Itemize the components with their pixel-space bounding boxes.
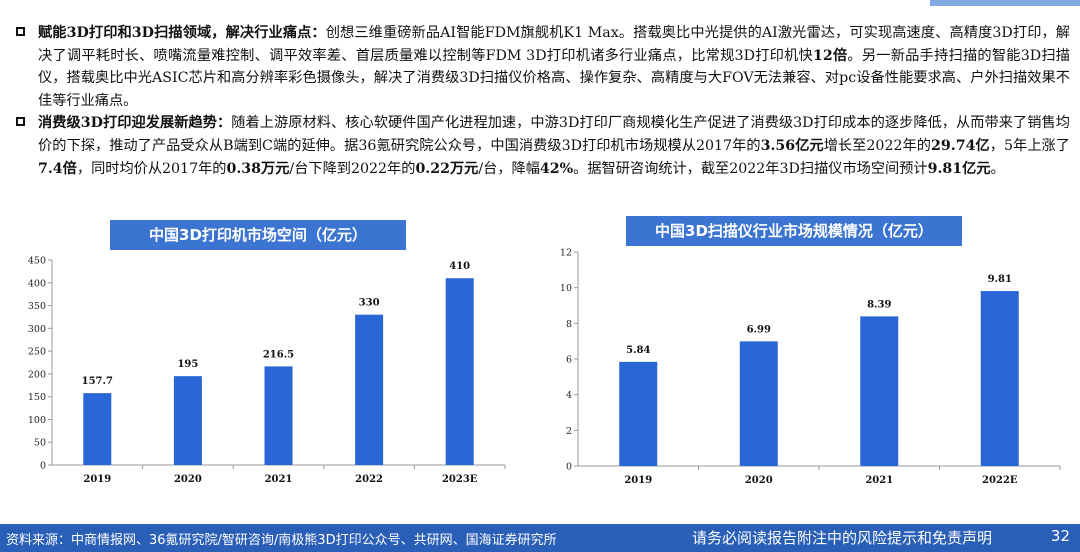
bar — [173, 376, 202, 465]
bold-text-run: 12倍 — [812, 47, 848, 64]
y-tick-label: 300 — [28, 324, 46, 335]
y-tick-label: 400 — [28, 278, 46, 289]
y-tick-label: 6 — [566, 355, 572, 366]
y-tick-label: 50 — [34, 438, 46, 449]
y-tick-label: 150 — [28, 392, 46, 403]
y-tick-label: 100 — [28, 415, 46, 426]
x-tick-label: 2019 — [624, 475, 652, 486]
text-run: ，5年上涨了 — [989, 137, 1070, 154]
x-tick-label: 2022 — [355, 474, 383, 485]
bar — [619, 361, 658, 466]
page-number: 32 — [1050, 527, 1070, 545]
bold-text-run: 42% — [539, 160, 574, 177]
chart-1-title: 中国3D打印机市场空间（亿元） — [110, 220, 406, 250]
chart-2-title: 中国3D扫描仪行业市场规模情况（亿元） — [626, 216, 962, 246]
bold-text-run: 赋能3D打印和3D扫描领域，解决行业痛点： — [38, 25, 326, 41]
y-tick-label: 8 — [566, 319, 572, 330]
footer-source: 资料来源：中商情报网、36氪研究院/智研咨询/南极熊3D打印公众号、共研网、国海… — [6, 533, 557, 548]
paragraph-1: 赋能3D打印和3D扫描领域，解决行业痛点：创想三维重磅新品AI智能FDM旗舰机K… — [14, 22, 1070, 112]
bullet-list: 赋能3D打印和3D扫描领域，解决行业痛点：创想三维重磅新品AI智能FDM旗舰机K… — [14, 22, 1070, 180]
bar — [264, 366, 293, 465]
y-tick-label: 12 — [560, 248, 572, 259]
top-accent-bar — [930, 0, 1080, 6]
x-tick-label: 2022E — [982, 475, 1018, 486]
bar-value-label: 5.84 — [626, 345, 650, 356]
x-tick-label: 2023E — [442, 474, 478, 485]
bold-text-run: 消费级3D打印迎发展新趋势： — [38, 115, 232, 132]
text-run: 增长至2022年的 — [823, 137, 932, 154]
bar — [860, 316, 899, 466]
bar — [355, 314, 384, 465]
top-strip — [0, 0, 1080, 6]
y-tick-label: 450 — [28, 256, 46, 267]
x-tick-label: 2021 — [865, 475, 893, 486]
bar-value-label: 216.5 — [263, 349, 294, 360]
y-tick-label: 200 — [28, 369, 46, 380]
bold-text-run: 9.81亿元 — [927, 160, 991, 177]
bold-text-run: 7.4倍 — [38, 160, 77, 177]
bold-text-run: 29.74亿 — [931, 137, 990, 154]
text-run: ，同时均价从2017年的 — [76, 160, 227, 177]
bar-value-label: 330 — [359, 298, 380, 309]
y-tick-label: 0 — [566, 462, 572, 473]
footer-disclaimer: 请务必阅读报告附注中的风险提示和免责声明 — [692, 529, 993, 547]
bar-value-label: 8.39 — [867, 299, 891, 310]
y-tick-label: 250 — [28, 347, 46, 358]
text-run: 随着上游原材料、核心软硬件国产化进程加速，中游3D打印厂商规模化生产促进了消费级… — [38, 115, 1070, 154]
text-run: /台，降幅 — [478, 160, 540, 177]
y-tick-label: 2 — [566, 426, 572, 437]
checkbox-bullet-icon — [16, 117, 25, 127]
bar-value-label: 195 — [177, 359, 198, 370]
text-run: 创想三维重磅新品AI智能FDM旗舰机K1 Max。搭载奥比中光提供的AI激光雷达… — [38, 25, 1070, 64]
x-tick-label: 2019 — [83, 474, 111, 485]
text-run: 。 — [990, 160, 1005, 177]
x-tick-label: 2020 — [745, 475, 773, 486]
bold-text-run: 0.22万元 — [415, 160, 479, 177]
text-run: 。据智研咨询统计，截至2022年3D扫描仪市场空间预计 — [573, 160, 928, 177]
text-run: /台下降到2022年的 — [289, 160, 416, 177]
y-tick-label: 10 — [560, 283, 572, 294]
bold-text-run: 3.56亿元 — [760, 137, 824, 154]
bar-value-label: 410 — [449, 261, 470, 272]
bar-value-label: 6.99 — [747, 324, 771, 335]
y-tick-label: 4 — [566, 390, 572, 401]
scanner-market-chart: 0 2 4 6 8 10 12 5.84 2019 6.99 2020 8.39 2021 9.81 202… — [560, 248, 1061, 486]
bar — [445, 278, 474, 465]
bar-value-label: 9.81 — [988, 274, 1012, 285]
printer-market-chart: 0 50 100 150 200 250 300 350 400 450 157.7 2019 195 2… — [28, 256, 506, 485]
y-tick-label: 350 — [28, 301, 46, 312]
x-tick-label: 2021 — [265, 474, 293, 485]
bar — [739, 341, 778, 466]
x-tick-label: 2020 — [174, 474, 202, 485]
checkbox-bullet-icon — [16, 27, 25, 36]
bar — [980, 291, 1019, 466]
bold-text-run: 0.38万元 — [226, 160, 290, 177]
y-tick-label: 0 — [40, 461, 46, 472]
text-run: 。另一新品手持扫描的智能3D扫描仪，搭载奥比中光ASIC芯片和高分辨率彩色摄像头… — [38, 47, 1070, 109]
paragraph-2: 消费级3D打印迎发展新趋势：随着上游原材料、核心软硬件国产化进程加速，中游3D打… — [14, 112, 1070, 180]
bar — [83, 393, 112, 465]
footer-bar: 资料来源：中商情报网、36氪研究院/智研咨询/南极熊3D打印公众号、共研网、国海… — [0, 524, 1080, 552]
bar-value-label: 157.7 — [82, 376, 113, 387]
